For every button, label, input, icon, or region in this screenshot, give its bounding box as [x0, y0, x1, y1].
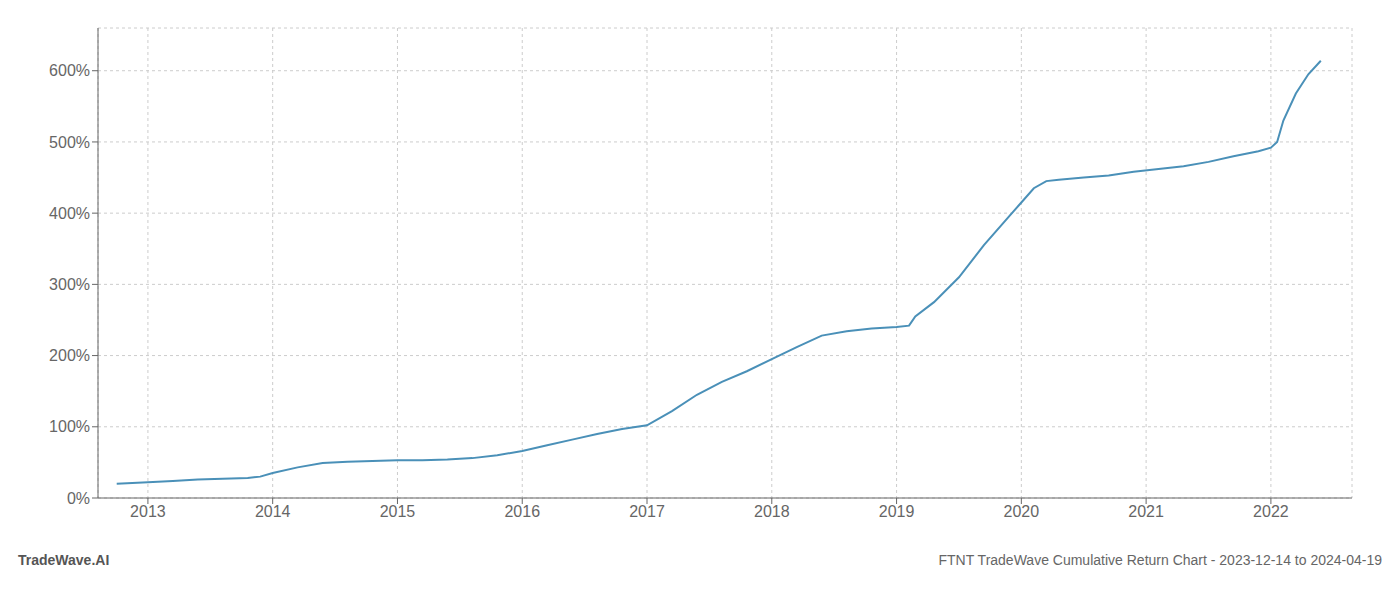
svg-text:0%: 0% — [67, 490, 90, 507]
svg-text:2013: 2013 — [130, 503, 166, 520]
svg-text:2020: 2020 — [1004, 503, 1040, 520]
html-text:FTNT TradeWave Cumulative Retu: FTNT TradeWave Cumulative Return Chart -… — [938, 552, 1382, 568]
svg-text:2017: 2017 — [629, 503, 665, 520]
svg-text:200%: 200% — [49, 347, 90, 364]
svg-text:2014: 2014 — [255, 503, 291, 520]
svg-text:600%: 600% — [49, 62, 90, 79]
svg-text:2016: 2016 — [504, 503, 540, 520]
svg-text:500%: 500% — [49, 134, 90, 151]
html-text:TradeWave.AI: TradeWave.AI — [18, 552, 110, 568]
svg-text:2021: 2021 — [1128, 503, 1164, 520]
svg-text:300%: 300% — [49, 276, 90, 293]
svg-text:2018: 2018 — [754, 503, 790, 520]
svg-text:2019: 2019 — [879, 503, 915, 520]
svg-text:400%: 400% — [49, 205, 90, 222]
svg-text:2022: 2022 — [1253, 503, 1289, 520]
svg-text:2015: 2015 — [380, 503, 416, 520]
svg-text:100%: 100% — [49, 418, 90, 435]
